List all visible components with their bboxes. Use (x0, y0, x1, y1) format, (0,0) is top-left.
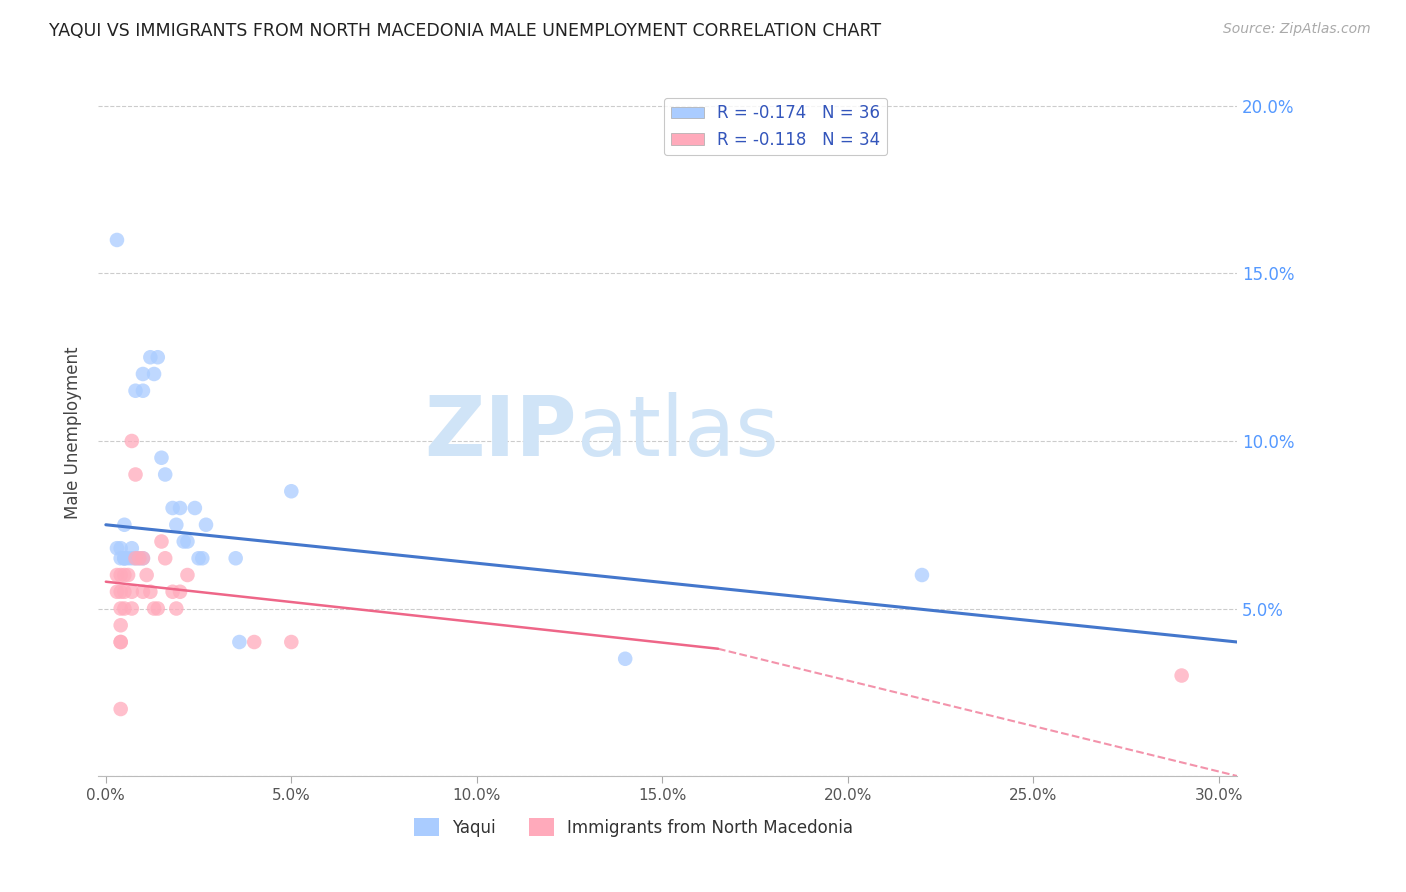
Point (117, 551, 139, 566)
Point (143, 367, 166, 381)
Point (165, 601, 187, 615)
Point (280, 484, 302, 499)
Point (105, 541, 128, 556)
Point (1170, 668, 1192, 682)
Legend: Yaqui, Immigrants from North Macedonia: Yaqui, Immigrants from North Macedonia (408, 812, 860, 843)
Point (117, 568, 139, 582)
Point (110, 702, 132, 716)
Point (110, 541, 132, 556)
Point (176, 534, 198, 549)
Point (243, 635, 266, 649)
Point (195, 517, 218, 532)
Point (143, 601, 166, 615)
Point (150, 534, 173, 549)
Point (132, 551, 155, 566)
Text: atlas: atlas (576, 392, 779, 473)
Point (146, 350, 169, 364)
Point (112, 551, 135, 566)
Point (139, 350, 162, 364)
Point (110, 635, 132, 649)
Text: ZIP: ZIP (425, 392, 576, 473)
Text: YAQUI VS IMMIGRANTS FROM NORTH MACEDONIA MALE UNEMPLOYMENT CORRELATION CHART: YAQUI VS IMMIGRANTS FROM NORTH MACEDONIA… (49, 22, 882, 40)
Point (146, 601, 169, 615)
Point (124, 467, 146, 482)
Point (135, 568, 157, 582)
Point (169, 584, 191, 599)
Point (132, 384, 155, 398)
Point (124, 384, 146, 398)
Point (105, 568, 128, 582)
Point (173, 534, 195, 549)
Point (280, 635, 302, 649)
Point (911, 568, 934, 582)
Point (110, 551, 132, 566)
Point (139, 584, 162, 599)
Text: Source: ZipAtlas.com: Source: ZipAtlas.com (1223, 22, 1371, 37)
Point (132, 551, 155, 566)
Point (112, 517, 135, 532)
Point (112, 551, 135, 566)
Point (110, 635, 132, 649)
Point (184, 501, 207, 516)
Point (150, 450, 173, 465)
Point (191, 551, 214, 566)
Point (162, 501, 184, 516)
Point (132, 367, 155, 381)
Point (128, 551, 150, 566)
Point (187, 551, 209, 566)
Point (121, 434, 143, 448)
Point (112, 601, 135, 615)
Point (165, 517, 187, 532)
Point (124, 551, 146, 566)
Point (225, 551, 247, 566)
Point (162, 584, 184, 599)
Point (110, 584, 132, 599)
Point (105, 584, 128, 599)
Point (121, 601, 143, 615)
Point (153, 551, 176, 566)
Point (112, 568, 135, 582)
Y-axis label: Male Unemployment: Male Unemployment (65, 346, 83, 519)
Point (169, 501, 191, 516)
Point (121, 541, 143, 556)
Point (132, 584, 155, 599)
Point (153, 467, 176, 482)
Point (176, 568, 198, 582)
Point (112, 551, 135, 566)
Point (110, 601, 132, 615)
Point (124, 551, 146, 566)
Point (121, 551, 143, 566)
Point (121, 584, 143, 599)
Point (614, 652, 637, 666)
Point (110, 568, 132, 582)
Point (105, 233, 128, 247)
Point (110, 618, 132, 632)
Point (228, 635, 250, 649)
Point (128, 551, 150, 566)
Point (112, 584, 135, 599)
